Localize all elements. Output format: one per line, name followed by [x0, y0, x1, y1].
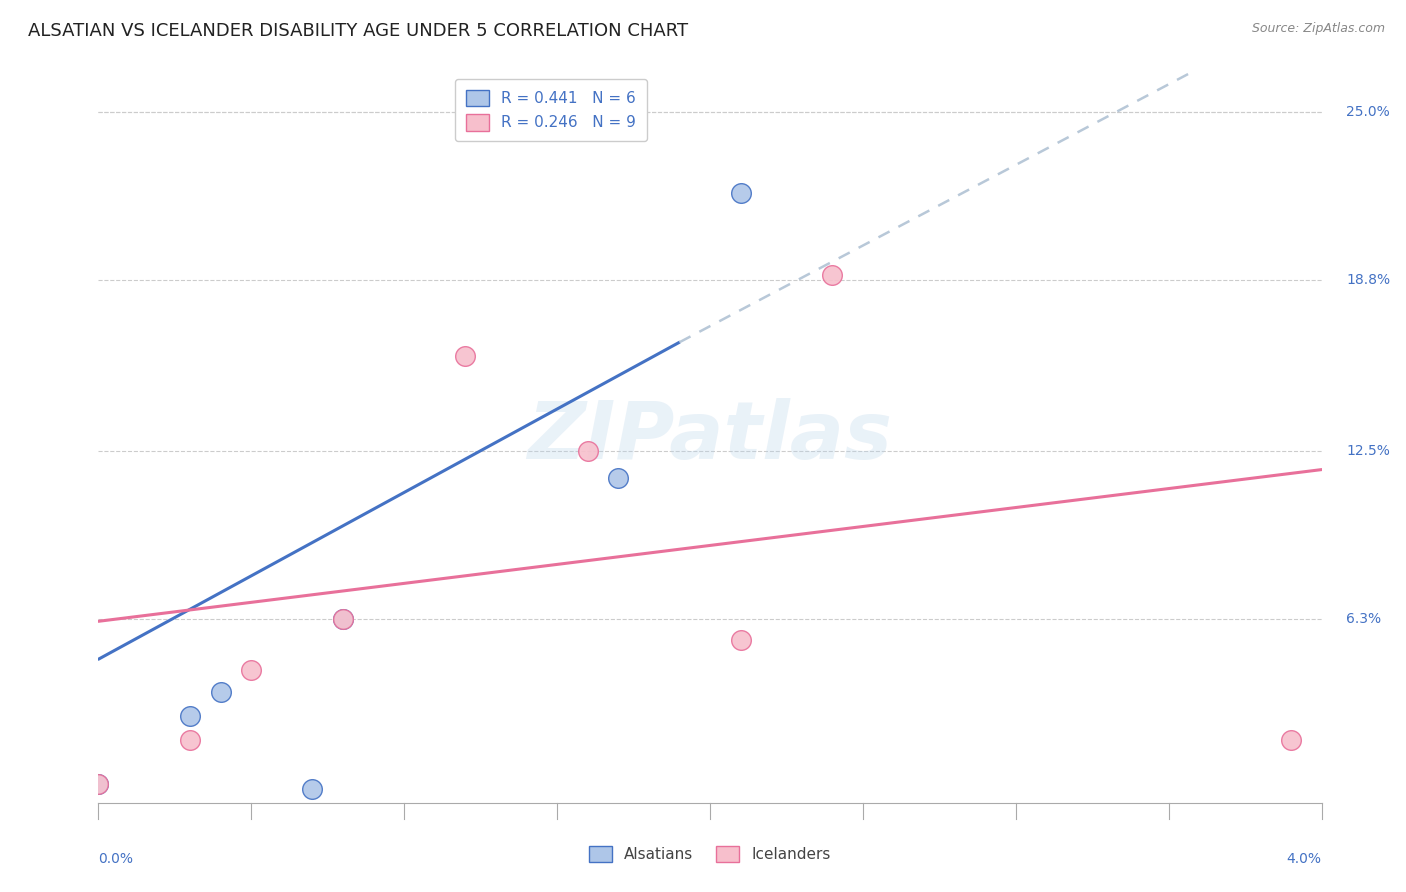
Text: ZIPatlas: ZIPatlas	[527, 398, 893, 476]
Text: 0.0%: 0.0%	[98, 852, 134, 865]
Point	[87, 777, 110, 791]
Text: 12.5%: 12.5%	[1346, 443, 1391, 458]
Text: 18.8%: 18.8%	[1346, 273, 1391, 287]
Point	[87, 777, 110, 791]
Point	[821, 268, 844, 282]
Point	[179, 733, 201, 747]
Point	[209, 684, 232, 698]
Legend: Alsatians, Icelanders: Alsatians, Icelanders	[583, 839, 837, 868]
Point	[454, 349, 477, 363]
Point	[730, 186, 752, 201]
Point	[179, 709, 201, 723]
Point	[301, 782, 323, 797]
Point	[1279, 733, 1302, 747]
Text: 4.0%: 4.0%	[1286, 852, 1322, 865]
Point	[240, 663, 263, 677]
Text: 6.3%: 6.3%	[1346, 612, 1381, 625]
Point	[576, 443, 599, 458]
Text: 25.0%: 25.0%	[1346, 105, 1391, 119]
Point	[730, 633, 752, 648]
Point	[607, 471, 630, 485]
Point	[332, 611, 354, 625]
Text: Source: ZipAtlas.com: Source: ZipAtlas.com	[1251, 22, 1385, 36]
Point	[332, 611, 354, 625]
Text: ALSATIAN VS ICELANDER DISABILITY AGE UNDER 5 CORRELATION CHART: ALSATIAN VS ICELANDER DISABILITY AGE UND…	[28, 22, 689, 40]
